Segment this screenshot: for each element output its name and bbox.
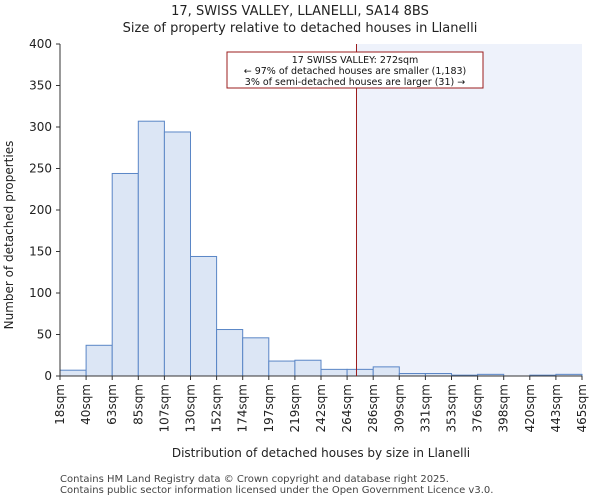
histogram-bar: [346, 368, 374, 377]
histogram-bar: [163, 131, 191, 377]
chart-title: 17, SWISS VALLEY, LLANELLI, SA14 8BS: [171, 4, 429, 19]
histogram-bar: [216, 329, 244, 377]
x-tick-label: 107sqm: [157, 384, 171, 432]
x-tick-label: 63sqm: [105, 384, 119, 425]
x-tick-label: 152sqm: [210, 384, 224, 432]
x-tick-label: 443sqm: [549, 384, 563, 432]
x-tick-label: 420sqm: [523, 384, 537, 432]
x-tick-label: 174sqm: [236, 384, 250, 432]
x-tick-label: 264sqm: [340, 384, 354, 432]
x-tick-label: 309sqm: [392, 384, 406, 432]
y-tick-label: 50: [37, 328, 52, 342]
x-tick-label: 331sqm: [418, 384, 432, 432]
histogram-bar: [268, 360, 296, 377]
histogram-bar: [242, 337, 270, 377]
x-tick-label: 197sqm: [262, 384, 276, 432]
chart-subtitle: Size of property relative to detached ho…: [122, 21, 478, 36]
y-axis-label: Number of detached properties: [2, 141, 16, 330]
histogram-bar: [320, 368, 348, 377]
x-tick-label: 85sqm: [131, 384, 145, 425]
x-tick-label: 376sqm: [471, 384, 485, 432]
x-tick-label: 18sqm: [53, 384, 67, 425]
x-tick-label: 40sqm: [79, 384, 93, 425]
y-tick-label: 150: [29, 245, 52, 259]
annotation-box: [226, 51, 484, 89]
y-tick-label: 400: [29, 37, 52, 51]
annotation-line: 3% of semi-detached houses are larger (3…: [245, 77, 465, 88]
histogram-bar: [85, 344, 113, 377]
histogram-bar: [59, 369, 87, 377]
histogram-bar: [111, 172, 139, 377]
histogram-bar: [190, 255, 218, 377]
y-tick-label: 350: [29, 79, 52, 93]
x-axis-label: Distribution of detached houses by size …: [172, 446, 470, 460]
footer-line-2: Contains public sector information licen…: [60, 485, 494, 496]
histogram-bar: [137, 120, 165, 377]
histogram-bar: [372, 366, 400, 377]
y-tick-label: 0: [44, 369, 52, 383]
footer-line-1: Contains HM Land Registry data © Crown c…: [60, 474, 449, 485]
x-tick-label: 219sqm: [288, 384, 302, 432]
x-tick-label: 398sqm: [497, 384, 511, 432]
y-tick-label: 300: [29, 120, 52, 134]
y-tick-label: 100: [29, 286, 52, 300]
x-tick-label: 286sqm: [366, 384, 380, 432]
histogram-bar: [294, 359, 322, 377]
x-tick-label: 242sqm: [314, 384, 328, 432]
annotation-line: ← 97% of detached houses are smaller (1,…: [244, 66, 467, 77]
x-tick-label: 465sqm: [575, 384, 589, 432]
annotation-line: 17 SWISS VALLEY: 272sqm: [292, 55, 419, 66]
x-tick-label: 130sqm: [184, 384, 198, 432]
larger-region-shade: [356, 44, 582, 376]
x-tick-label: 353sqm: [445, 384, 459, 432]
y-tick-label: 200: [29, 203, 52, 217]
y-tick-label: 250: [29, 162, 52, 176]
